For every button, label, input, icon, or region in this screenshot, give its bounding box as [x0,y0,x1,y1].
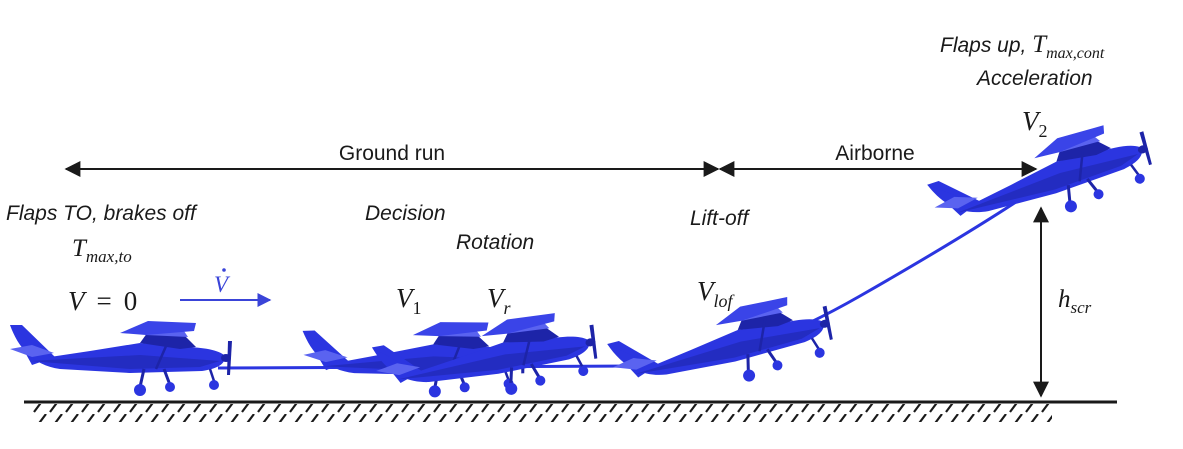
flight-path [217,184,1041,370]
acceleration-label: Acceleration [975,67,1093,90]
screen-height-label: hscr [1058,286,1092,317]
climb-condition-label: Flaps up, Tmax,cont [940,31,1105,62]
v2-label: V2 [1022,106,1048,141]
rotation-label: Rotation [456,231,534,254]
start-condition-label: Flaps TO, brakes off [6,202,198,225]
vlof-label: Vlof [697,276,736,311]
v1-label: V1 [396,283,422,318]
aircraft-rotation [369,303,605,419]
vr-label: Vr [487,283,512,318]
acceleration-indicator: V [180,268,272,307]
v-zero-label: V = 0 [68,286,137,316]
ground [24,400,1117,422]
decision-label: Decision [365,202,446,225]
svg-text:V: V [214,272,231,297]
thrust-takeoff-label: Tmax,to [72,235,132,266]
airborne-label: Airborne [835,142,914,165]
ground-run-label: Ground run [339,142,445,165]
liftoff-label: Lift-off [690,207,751,230]
aircraft-standstill [8,319,234,398]
